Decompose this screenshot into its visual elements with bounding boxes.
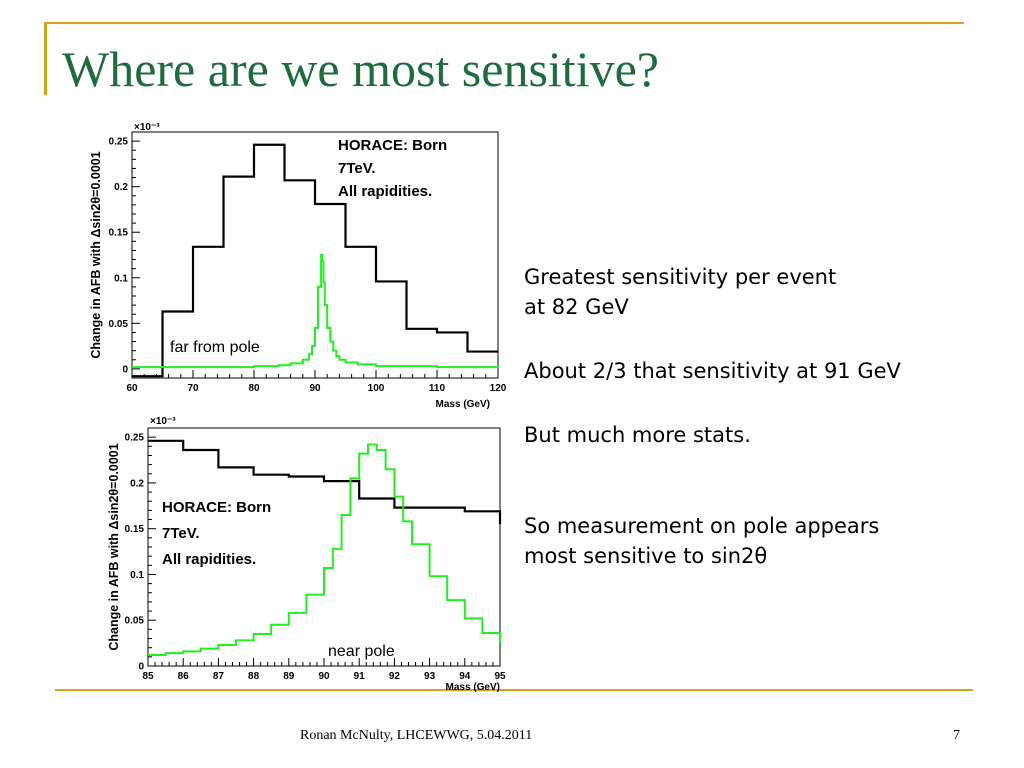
- accent-bottom-line: [55, 689, 973, 691]
- green-histogram-series: [132, 254, 499, 369]
- page-number: 7: [953, 728, 960, 743]
- slide-title: Where are we most sensitive?: [62, 41, 659, 97]
- x-tick-label: 93: [424, 671, 436, 682]
- bullet-3: But much more stats.: [524, 420, 751, 450]
- y-tick-label: 0.2: [130, 478, 144, 489]
- x-tick-label: 90: [309, 383, 321, 394]
- annotation-box-line: HORACE: Born: [338, 137, 447, 154]
- annotation-box-line: 7TeV.: [162, 525, 200, 542]
- plot-frame: [147, 427, 501, 667]
- y-axis-label: Change in AFB with Δsin2θ=0.0001: [89, 151, 103, 358]
- x-tick-label: 86: [178, 671, 190, 682]
- x-tick-label: 110: [429, 383, 446, 394]
- y-tick-label: 0.15: [109, 228, 129, 239]
- black-histogram-series: [132, 143, 498, 378]
- annotation-box-line: All rapidities.: [338, 183, 432, 200]
- y-tick-label: 0.25: [125, 433, 145, 444]
- accent-top-line: [44, 22, 964, 24]
- y-tick-label: 0: [122, 364, 128, 375]
- chart-near-pole: 0 0.05 0.1 0.15 0.2 0.25 85 86 87 88 89 90 91 92 93 94 9…: [100, 414, 512, 694]
- annotation-box-line: All rapidities.: [162, 551, 256, 568]
- annotation-box-line: HORACE: Born: [162, 499, 271, 516]
- bullet-1-line2: at 82 GeV: [524, 295, 629, 319]
- x-tick-label: 120: [490, 383, 506, 394]
- footer-text: Ronan McNulty, LHCEWWG, 5.04.2011: [300, 728, 533, 743]
- x-tick-label: 90: [318, 671, 330, 682]
- bullet-1: Greatest sensitivity per event at 82 GeV: [524, 262, 836, 322]
- bullet-1-line1: Greatest sensitivity per event: [524, 265, 837, 289]
- y-exponent-label: ×10⁻³: [150, 416, 176, 427]
- x-tick-label: 91: [354, 671, 366, 682]
- annotation-label: far from pole: [170, 339, 260, 356]
- y-tick-label: 0.05: [125, 616, 145, 627]
- bullet-2-line1: About 2/3 that sensitivity at 91 GeV: [524, 359, 901, 383]
- y-axis-label: Change in AFB with Δsin2θ=0.0001: [107, 443, 121, 650]
- y-tick-label: 0.25: [109, 137, 129, 148]
- x-tick-label: 88: [248, 671, 260, 682]
- bullet-4-line2: most sensitive to sin2θ: [524, 544, 768, 568]
- annotation-box-line: 7TeV.: [338, 160, 376, 177]
- x-axis-label: Mass (GeV): [446, 682, 500, 693]
- y-tick-label: 0.1: [114, 273, 128, 284]
- chart-svg-near-pole: 0 0.05 0.1 0.15 0.2 0.25 85 86 87 88 89 90 91 92 93 94 9…: [107, 416, 506, 693]
- y-tick-label: 0.1: [130, 570, 144, 581]
- x-tick-label: 94: [459, 671, 471, 682]
- bullet-3-line1: But much more stats.: [524, 423, 751, 447]
- x-tick-label: 80: [248, 383, 260, 394]
- x-tick-label: 100: [368, 383, 385, 394]
- y-tick-label: 0: [138, 662, 144, 673]
- bullet-4: So measurement on pole appears most sens…: [524, 511, 879, 571]
- y-tick-label: 0.15: [125, 524, 145, 535]
- x-tick-label: 70: [187, 383, 199, 394]
- annotation-label: near pole: [328, 643, 395, 660]
- bullet-2: About 2/3 that sensitivity at 91 GeV: [524, 356, 901, 386]
- x-tick-label: 89: [283, 671, 295, 682]
- chart-far-from-pole: 0 0.05 0.1 0.15 0.2 0.25 60 70 80 90 100 110 120 ×10⁻…: [86, 120, 507, 412]
- black-histogram-series: [148, 439, 502, 525]
- chart-svg-far-from-pole: 0 0.05 0.1 0.15 0.2 0.25 60 70 80 90 100 110 120 ×10⁻…: [89, 122, 507, 410]
- x-tick-label: 95: [494, 671, 506, 682]
- accent-vertical-line: [44, 22, 47, 95]
- y-tick-label: 0.2: [114, 182, 128, 193]
- x-tick-label: 60: [126, 383, 138, 394]
- x-axis-label: Mass (GeV): [436, 399, 490, 410]
- x-tick-label: 87: [213, 671, 225, 682]
- y-exponent-label: ×10⁻³: [134, 122, 160, 133]
- bullet-4-line1: So measurement on pole appears: [524, 514, 880, 538]
- x-tick-label: 92: [389, 671, 401, 682]
- green-histogram-series: [148, 443, 501, 657]
- y-tick-label: 0.05: [109, 319, 129, 330]
- x-tick-label: 85: [142, 671, 154, 682]
